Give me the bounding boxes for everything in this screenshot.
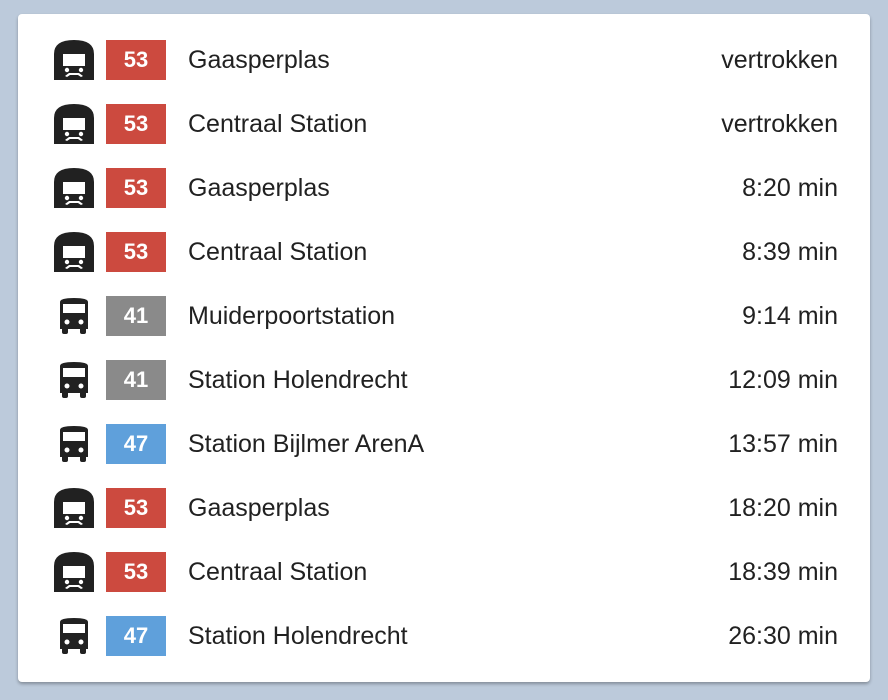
tram-icon (54, 168, 94, 208)
departure-row: 47 Station Holendrecht 26:30 min (18, 604, 870, 668)
departure-time: 8:39 min (742, 238, 838, 266)
destination: Gaasperplas (188, 174, 330, 202)
departure-row: 41 Station Holendrecht 12:09 min (18, 348, 870, 412)
departure-time: 12:09 min (728, 366, 838, 394)
line-badge: 41 (106, 360, 166, 400)
tram-icon (54, 232, 94, 272)
departure-time: 18:20 min (728, 494, 838, 522)
departure-row: 53 Gaasperplas 8:20 min (18, 156, 870, 220)
tram-icon (54, 104, 94, 144)
line-badge: 53 (106, 232, 166, 272)
departure-row: 53 Centraal Station vertrokken (18, 92, 870, 156)
bus-icon (54, 360, 94, 400)
destination: Gaasperplas (188, 494, 330, 522)
departure-row: 47 Station Bijlmer ArenA 13:57 min (18, 412, 870, 476)
destination: Station Holendrecht (188, 366, 408, 394)
departure-time: vertrokken (721, 110, 838, 138)
departure-time: 13:57 min (728, 430, 838, 458)
destination: Centraal Station (188, 558, 368, 586)
destination: Station Holendrecht (188, 622, 408, 650)
bus-icon (54, 616, 94, 656)
departure-row: 41 Muiderpoortstation 9:14 min (18, 284, 870, 348)
bus-icon (54, 296, 94, 336)
tram-icon (54, 552, 94, 592)
departure-row: 53 Centraal Station 8:39 min (18, 220, 870, 284)
departures-card: 53 Gaasperplas vertrokken 53 Centraal Statio… (18, 14, 870, 682)
line-badge: 53 (106, 40, 166, 80)
departure-time: 8:20 min (742, 174, 838, 202)
departure-time: 26:30 min (728, 622, 838, 650)
line-badge: 53 (106, 552, 166, 592)
departure-row: 53 Centraal Station 18:39 min (18, 540, 870, 604)
departure-time: vertrokken (721, 46, 838, 74)
destination: Station Bijlmer ArenA (188, 430, 425, 458)
departure-time: 9:14 min (742, 302, 838, 330)
tram-icon (54, 40, 94, 80)
destination: Centraal Station (188, 110, 368, 138)
line-badge: 53 (106, 104, 166, 144)
bus-icon (54, 424, 94, 464)
line-badge: 47 (106, 424, 166, 464)
line-badge: 47 (106, 616, 166, 656)
destination: Gaasperplas (188, 46, 330, 74)
line-badge: 53 (106, 168, 166, 208)
departure-row: 53 Gaasperplas 18:20 min (18, 476, 870, 540)
line-badge: 53 (106, 488, 166, 528)
destination: Centraal Station (188, 238, 368, 266)
departure-time: 18:39 min (728, 558, 838, 586)
destination: Muiderpoortstation (188, 302, 396, 330)
line-badge: 41 (106, 296, 166, 336)
departure-row: 53 Gaasperplas vertrokken (18, 28, 870, 92)
tram-icon (54, 488, 94, 528)
